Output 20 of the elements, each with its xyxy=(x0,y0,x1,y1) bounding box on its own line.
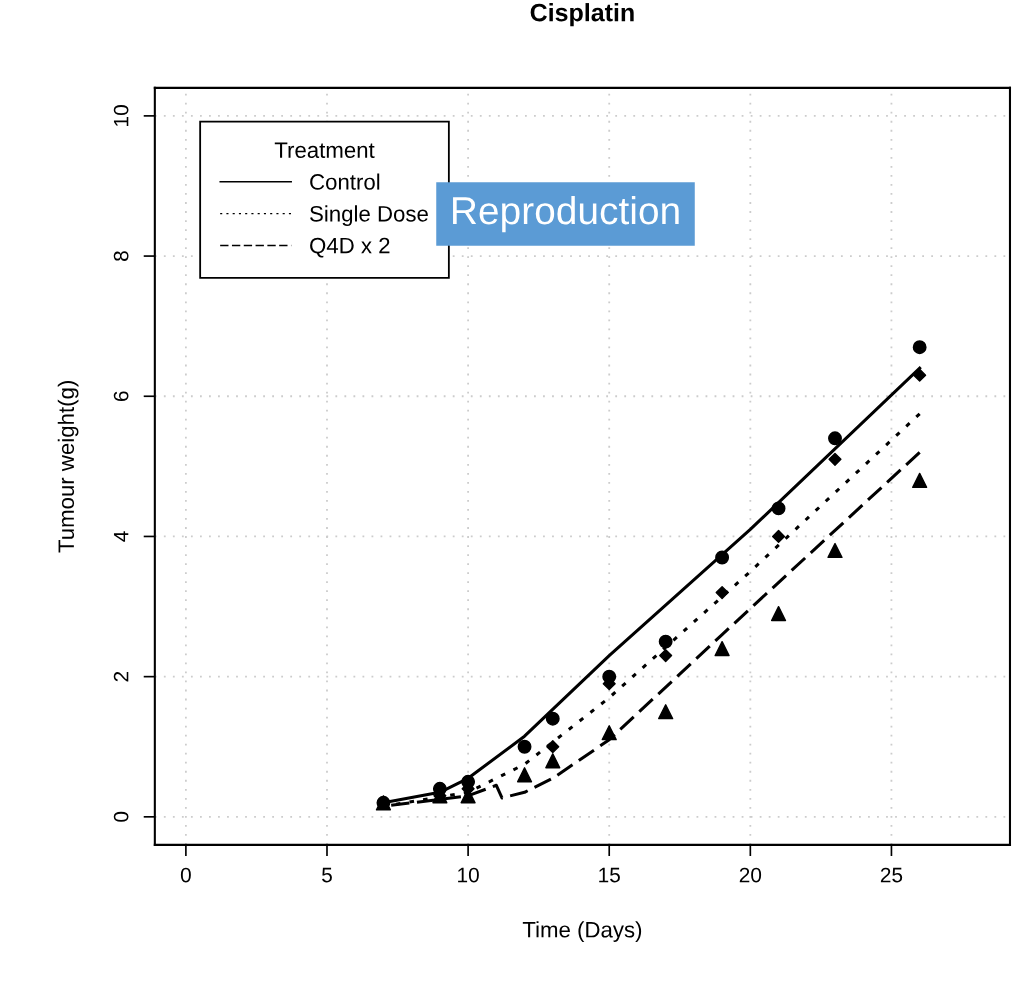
legend-label: Q4D x 2 xyxy=(310,237,390,258)
x-tick-label: 10 xyxy=(458,867,479,883)
annotation: Reproduction xyxy=(453,195,679,233)
y-tick-label: 2 xyxy=(113,671,129,682)
y-tick-label: 10 xyxy=(113,105,129,126)
y-tick-label: 8 xyxy=(113,251,129,261)
x-tick-label: 5 xyxy=(322,867,332,883)
y-axis-title: Tumour weight(g) xyxy=(57,381,79,553)
x-tick-label: 0 xyxy=(180,867,191,883)
legend-label: Control xyxy=(310,173,380,190)
x-axis-title: Time (Days) xyxy=(522,921,642,942)
x-tick-label: 20 xyxy=(739,867,762,883)
chart-title: Cisplatin xyxy=(530,3,634,27)
legend-title: Treatment xyxy=(274,142,375,158)
x-tick-label: 15 xyxy=(599,867,620,883)
legend-label: Single Dose xyxy=(310,205,428,227)
y-tick-label: 6 xyxy=(113,391,129,401)
y-tick-label: 0 xyxy=(113,811,129,822)
y-tick-label: 4 xyxy=(113,531,129,542)
x-tick-label: 25 xyxy=(880,867,903,883)
